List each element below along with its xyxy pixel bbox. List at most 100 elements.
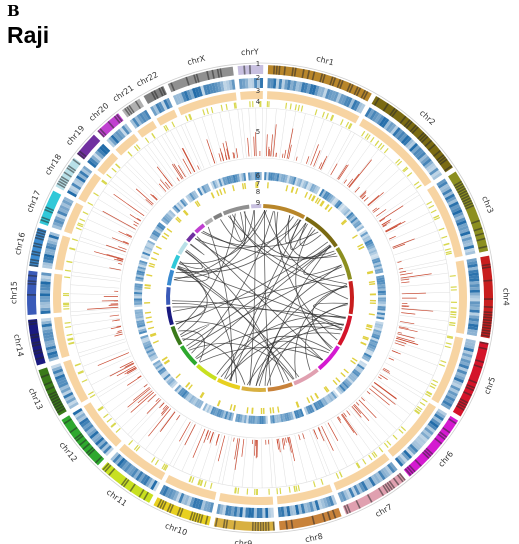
- link: [229, 212, 246, 245]
- chr12-heat: [91, 432, 101, 442]
- chr2-heat: [404, 138, 414, 149]
- chr15-inner-heat: [134, 302, 143, 306]
- link: [303, 245, 342, 276]
- chr4-inner-heat: [377, 292, 386, 296]
- chr1-band: [278, 65, 281, 75]
- grid-radial: [86, 355, 132, 377]
- grid-radial: [248, 108, 252, 158]
- chr1-inner-tick: [304, 191, 309, 198]
- chr17-inner-heat: [141, 253, 150, 259]
- chr2-inner-heat: [344, 210, 352, 218]
- chr5-inner-heat: [370, 337, 379, 342]
- label-chr1: chr1: [315, 54, 335, 67]
- chr15-heat: [40, 304, 51, 309]
- chr9-inner-heat: [263, 415, 266, 424]
- chr5-bar: [398, 327, 418, 333]
- chr4-heat: [469, 309, 480, 313]
- chr5-tick: [444, 345, 451, 349]
- chr7-inner-heat: [316, 400, 323, 409]
- chr6-tick: [400, 426, 407, 432]
- chr21-inner-heat: [187, 193, 194, 202]
- grid-radial: [175, 127, 198, 172]
- chr15-band: [27, 282, 37, 286]
- chr1-inner-heat: [276, 173, 280, 182]
- chrX-heat: [186, 89, 193, 101]
- grid-radial: [398, 259, 447, 270]
- chr1-heat: [311, 84, 317, 96]
- chr17-inner-heat: [146, 241, 155, 248]
- chr1-band: [346, 83, 352, 92]
- chr3-tick: [430, 209, 437, 214]
- chr9-heat: [227, 505, 232, 517]
- chr12-inner-heat: [169, 379, 177, 387]
- chr1-bar: [272, 124, 277, 157]
- chr14-heat: [47, 353, 59, 359]
- chr9-heat: [219, 504, 224, 515]
- chrX-heat: [183, 90, 190, 102]
- chrY-heat: [257, 78, 261, 89]
- chr1-inner-heat: [268, 172, 271, 181]
- chr15-inner-heat: [134, 294, 143, 297]
- chr11-tick: [135, 446, 141, 452]
- chr16-heat: [43, 253, 55, 259]
- chr6-inner-heat: [338, 384, 346, 392]
- chr6-heat: [429, 420, 439, 429]
- chr2-inner-heat: [322, 190, 329, 199]
- chr8-band: [290, 519, 294, 529]
- grid-radial: [336, 416, 364, 458]
- chr14-heat: [41, 320, 52, 325]
- chr3-heat: [446, 196, 457, 204]
- chr6-inner-tick: [343, 368, 349, 374]
- chrX-band: [193, 74, 198, 84]
- grid-radial: [80, 236, 127, 253]
- link: [175, 216, 294, 273]
- chr20-inner-heat: [178, 200, 186, 209]
- chr2-inner-tick: [316, 198, 321, 205]
- chr3-inner-heat: [366, 243, 375, 249]
- chr3-heat: [465, 250, 476, 256]
- chr8-tick: [320, 478, 324, 485]
- chr2-inner-heat: [350, 216, 358, 224]
- chr5-bar: [391, 350, 398, 354]
- chr7-tick: [368, 454, 373, 461]
- chr22-bar: [182, 158, 192, 174]
- chr5-tick: [426, 390, 433, 395]
- chr9-heat: [230, 506, 235, 517]
- chr7-heat: [342, 489, 350, 501]
- chr3-inner-heat: [372, 261, 382, 267]
- chr7-inner-heat: [320, 398, 327, 407]
- grid-radial: [399, 315, 449, 322]
- chr4-heat: [468, 275, 480, 280]
- chr11-bar: [161, 405, 169, 415]
- chr11-heat: [152, 481, 161, 492]
- chr19-heat: [94, 150, 105, 160]
- chr6-band: [414, 459, 422, 467]
- chr9-heat: [262, 507, 266, 518]
- grid-radial: [271, 438, 277, 488]
- chr5-band: [466, 383, 476, 389]
- chr3-inner-heat: [367, 247, 377, 253]
- chr3-bar: [382, 221, 391, 227]
- chr1-inner-heat: [288, 175, 293, 184]
- grid-radial: [342, 412, 372, 453]
- chr5-inner-tick: [360, 341, 367, 346]
- chr13-heat: [64, 394, 75, 402]
- chr12-tick: [103, 413, 109, 419]
- chr5-bar: [397, 331, 403, 334]
- chr3-band: [474, 232, 485, 237]
- chr7-inner-tick: [323, 386, 329, 393]
- chrY-inner-heat: [252, 172, 256, 181]
- grid-radial: [147, 144, 177, 185]
- chrX-band: [170, 82, 176, 92]
- chr5-inner-heat: [362, 354, 371, 361]
- chr2-band: [373, 97, 380, 106]
- chr9-bar: [234, 438, 239, 460]
- chr3-heat: [460, 233, 472, 240]
- chrY-bar: [255, 132, 257, 157]
- chr20-inner-heat: [175, 203, 182, 211]
- chr2-inner-tick: [341, 220, 348, 226]
- chr20-bar: [158, 183, 167, 192]
- chr14-inner-heat: [135, 313, 144, 317]
- chr11-inner-heat: [177, 387, 185, 395]
- chr8-heat: [325, 496, 332, 508]
